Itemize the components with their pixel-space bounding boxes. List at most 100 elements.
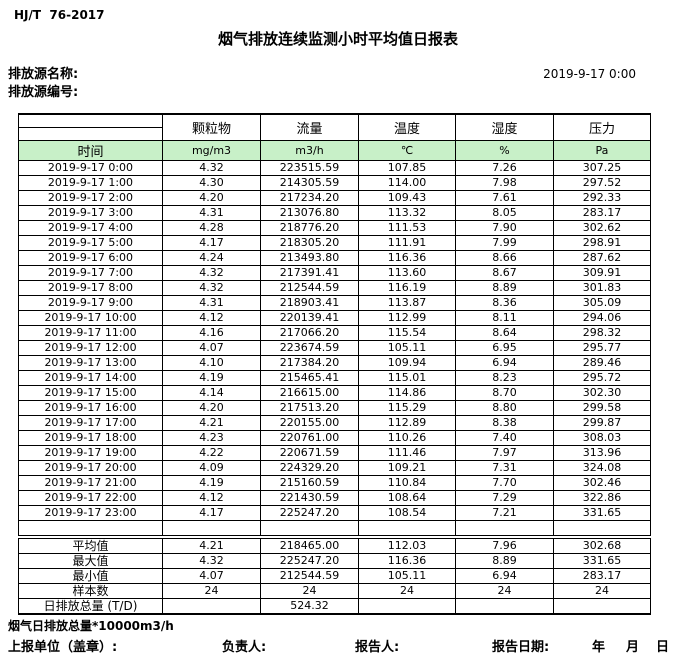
value-cell: 8.67 (455, 265, 554, 281)
column-header-flow: 流量 (260, 113, 359, 141)
value-cell: 220671.59 (260, 445, 359, 461)
empty-cell (260, 520, 359, 538)
value-cell: 298.91 (553, 235, 651, 251)
value-cell: 8.23 (455, 370, 554, 386)
value-cell: 111.53 (358, 220, 456, 236)
value-cell: 292.33 (553, 190, 651, 206)
value-cell: 4.21 (162, 415, 261, 431)
table-row: 2019-9-17 8:00 4.32 212544.59 116.19 8.89 301… (18, 280, 651, 296)
summary-value-cell: 8.89 (455, 553, 554, 569)
value-cell: 215465.41 (260, 370, 359, 386)
summary-row: 最小值 4.07 212544.59 105.11 6.94 283.17 (18, 568, 651, 584)
summary-label-cell: 日排放总量 (T/D) (18, 598, 163, 615)
value-cell: 221430.59 (260, 490, 359, 506)
summary-row: 日排放总量 (T/D) 524.32 (18, 598, 651, 615)
value-cell: 302.62 (553, 220, 651, 236)
unit-temp: ℃ (358, 140, 456, 161)
table-row: 2019-9-17 21:00 4.19 215160.59 110.84 7.70 30… (18, 475, 651, 491)
value-cell: 308.03 (553, 430, 651, 446)
table-row: 2019-9-17 2:00 4.20 217234.20 109.43 7.61 292… (18, 190, 651, 206)
value-cell: 4.10 (162, 355, 261, 371)
value-cell: 220761.00 (260, 430, 359, 446)
value-cell: 220139.41 (260, 310, 359, 326)
value-cell: 4.09 (162, 460, 261, 476)
value-cell: 8.64 (455, 325, 554, 341)
value-cell: 4.28 (162, 220, 261, 236)
value-cell: 215160.59 (260, 475, 359, 491)
value-cell: 217391.41 (260, 265, 359, 281)
table-row: 2019-9-17 9:00 4.31 218903.41 113.87 8.36 305… (18, 295, 651, 311)
day-label: 日 (656, 640, 670, 655)
value-cell: 295.77 (553, 340, 651, 356)
value-cell: 213493.80 (260, 250, 359, 266)
unit-pm: mg/m3 (162, 140, 261, 161)
value-cell: 8.80 (455, 400, 554, 416)
value-cell: 4.23 (162, 430, 261, 446)
table-row: 2019-9-17 4:00 4.28 218776.20 111.53 7.90 302… (18, 220, 651, 236)
table-row: 2019-9-17 1:00 4.30 214305.59 114.00 7.98 297… (18, 175, 651, 191)
table-row: 2019-9-17 16:00 4.20 217513.20 115.29 8.80 29… (18, 400, 651, 416)
summary-value-cell: 116.36 (358, 553, 456, 569)
value-cell: 223515.59 (260, 160, 359, 176)
value-cell: 8.05 (455, 205, 554, 221)
summary-value-cell: 112.03 (358, 535, 456, 554)
summary-value-cell: 225247.20 (260, 553, 359, 569)
responsible-person-label: 负责人: (222, 640, 267, 655)
value-cell: 109.21 (358, 460, 456, 476)
report-datetime: 2019-9-17 0:00 (543, 67, 636, 81)
value-cell: 7.97 (455, 445, 554, 461)
summary-value-cell: 24 (260, 583, 359, 599)
value-cell: 113.32 (358, 205, 456, 221)
value-cell: 7.29 (455, 490, 554, 506)
summary-value-cell: 6.94 (455, 568, 554, 584)
spacer-row (18, 520, 651, 538)
table-row: 2019-9-17 23:00 4.17 225247.20 108.54 7.21 33… (18, 505, 651, 521)
time-cell: 2019-9-17 5:00 (18, 235, 163, 251)
report-date-label: 报告日期: (492, 640, 550, 655)
value-cell: 4.12 (162, 310, 261, 326)
value-cell: 7.26 (455, 160, 554, 176)
time-header-blank-top (18, 113, 163, 128)
value-cell: 113.87 (358, 295, 456, 311)
value-cell: 217513.20 (260, 400, 359, 416)
value-cell: 110.26 (358, 430, 456, 446)
time-cell: 2019-9-17 7:00 (18, 265, 163, 281)
summary-value-cell: 24 (553, 583, 651, 599)
time-cell: 2019-9-17 16:00 (18, 400, 163, 416)
time-cell: 2019-9-17 4:00 (18, 220, 163, 236)
value-cell: 4.30 (162, 175, 261, 191)
value-cell: 7.70 (455, 475, 554, 491)
summary-value-cell: 24 (455, 583, 554, 599)
value-cell: 4.32 (162, 280, 261, 296)
value-cell: 297.52 (553, 175, 651, 191)
value-cell: 111.46 (358, 445, 456, 461)
table-header-row: 颗粒物 流量 温度 湿度 压力 (18, 113, 651, 141)
summary-value-cell: 7.96 (455, 535, 554, 554)
source-name-label: 排放源名称: (8, 67, 79, 82)
column-header-pm: 颗粒物 (162, 113, 261, 141)
value-cell: 4.31 (162, 205, 261, 221)
value-cell: 307.25 (553, 160, 651, 176)
value-cell: 114.86 (358, 385, 456, 401)
value-cell: 109.43 (358, 190, 456, 206)
column-header-pressure: 压力 (553, 113, 651, 141)
time-column-header: 时间 (18, 140, 163, 161)
summary-value-cell: 105.11 (358, 568, 456, 584)
value-cell: 4.12 (162, 490, 261, 506)
summary-label-cell: 最大值 (18, 553, 163, 569)
value-cell: 283.17 (553, 205, 651, 221)
value-cell: 4.19 (162, 475, 261, 491)
summary-value-cell: 218465.00 (260, 535, 359, 554)
time-cell: 2019-9-17 8:00 (18, 280, 163, 296)
summary-value-cell: 302.68 (553, 535, 651, 554)
time-cell: 2019-9-17 3:00 (18, 205, 163, 221)
value-cell: 301.83 (553, 280, 651, 296)
value-cell: 299.58 (553, 400, 651, 416)
month-label: 月 (626, 640, 640, 655)
column-header-temp: 温度 (358, 113, 456, 141)
reporter-label: 报告人: (355, 640, 400, 655)
value-cell: 112.89 (358, 415, 456, 431)
value-cell: 7.21 (455, 505, 554, 521)
year-label: 年 (592, 640, 606, 655)
